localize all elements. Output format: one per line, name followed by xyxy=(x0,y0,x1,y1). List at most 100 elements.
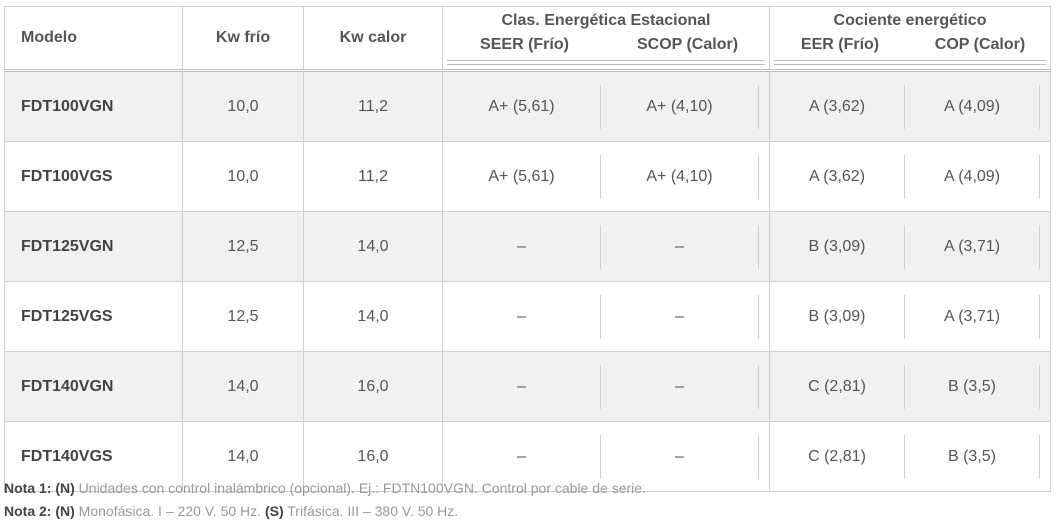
kw-calor-cell: 11,2 xyxy=(303,141,443,212)
divider xyxy=(904,294,905,339)
kw-frio-cell: 12,5 xyxy=(182,211,304,282)
divider xyxy=(1039,364,1040,409)
kw-frio-cell: 10,0 xyxy=(182,141,304,212)
cop-value: A (3,71) xyxy=(943,307,1001,325)
double-rule xyxy=(774,60,1046,65)
cop-value: A (3,71) xyxy=(943,237,1001,255)
divider xyxy=(1039,154,1040,199)
header-ratio-title: Cociente energético xyxy=(833,12,987,29)
divider xyxy=(758,434,759,479)
divider xyxy=(758,224,759,269)
cop-value: A (4,09) xyxy=(943,167,1001,185)
divider xyxy=(600,434,601,479)
note-1-label: Nota 1: xyxy=(4,480,52,496)
scop-value: – xyxy=(675,237,684,255)
seasonal-cell: A+ (5,61) A+ (4,10) xyxy=(442,70,770,142)
table-row: FDT100VGS 10,0 11,2 A+ (5,61) A+ (4,10) A… xyxy=(4,141,1051,212)
cop-value: B (3,5) xyxy=(947,447,996,465)
divider xyxy=(600,294,601,339)
ratio-cell: C (2,81) B (3,5) xyxy=(769,421,1051,492)
note-2: Nota 2: (N) Monofásica. I – 220 V. 50 Hz… xyxy=(4,500,646,523)
seer-value: A+ (5,61) xyxy=(488,167,555,185)
seer-value: – xyxy=(517,447,526,465)
model-cell: FDT100VGN xyxy=(4,70,183,142)
kw-calor-cell: 14,0 xyxy=(303,281,443,352)
header-kw-frio: Kw frío xyxy=(182,6,304,71)
note-2-text-s: Trifásica. III – 380 V. 50 Hz. xyxy=(287,503,459,519)
header-seasonal-title: Clas. Energética Estacional xyxy=(501,12,711,29)
divider xyxy=(758,154,759,199)
header-seer: SEER (Frío) xyxy=(480,36,569,53)
seasonal-cell: – – xyxy=(442,421,770,492)
ratio-cell: B (3,09) A (3,71) xyxy=(769,281,1051,352)
divider xyxy=(600,84,601,129)
table-body: FDT100VGN 10,0 11,2 A+ (5,61) A+ (4,10) A… xyxy=(4,70,1051,492)
seer-value: A+ (5,61) xyxy=(488,97,555,115)
ratio-cell: A (3,62) A (4,09) xyxy=(769,141,1051,212)
table-row: FDT125VGN 12,5 14,0 – – B (3,09) A (3,71) xyxy=(4,211,1051,282)
notes: Nota 1: (N) Unidades con control inalámb… xyxy=(4,477,646,523)
spec-table: Modelo Kw frío Kw calor Clas. Energética… xyxy=(4,6,1051,492)
ratio-cell: B (3,09) A (3,71) xyxy=(769,211,1051,282)
header-kw-calor: Kw calor xyxy=(303,6,443,71)
header-cop: COP (Calor) xyxy=(934,36,1026,53)
seasonal-cell: – – xyxy=(442,351,770,422)
table-row: FDT140VGN 14,0 16,0 – – C (2,81) B (3,5) xyxy=(4,351,1051,422)
header-modelo: Modelo xyxy=(4,6,183,71)
table-row: FDT125VGS 12,5 14,0 – – B (3,09) A (3,71) xyxy=(4,281,1051,352)
header-ratio-group: Cociente energético EER (Frío) COP (Calo… xyxy=(769,6,1051,71)
seer-value: – xyxy=(517,307,526,325)
note-1-code: (N) xyxy=(55,480,75,496)
model-cell: FDT140VGN xyxy=(4,351,183,422)
model-cell: FDT100VGS xyxy=(4,141,183,212)
model-cell: FDT125VGS xyxy=(4,281,183,352)
kw-frio-cell: 10,0 xyxy=(182,70,304,142)
table-row: FDT140VGS 14,0 16,0 – – C (2,81) B (3,5) xyxy=(4,421,1051,492)
note-2-code-n: (N) xyxy=(55,503,75,519)
header-scop: SCOP (Calor) xyxy=(636,36,739,53)
kw-calor-cell: 11,2 xyxy=(303,70,443,142)
header-seasonal-group: Clas. Energética Estacional SEER (Frío) … xyxy=(442,6,770,71)
divider xyxy=(600,154,601,199)
divider xyxy=(904,224,905,269)
divider xyxy=(904,84,905,129)
header-eer: EER (Frío) xyxy=(800,36,880,53)
divider xyxy=(1039,84,1040,129)
seasonal-cell: – – xyxy=(442,211,770,282)
divider xyxy=(1039,294,1040,339)
seasonal-cell: – – xyxy=(442,281,770,352)
eer-value: A (3,62) xyxy=(808,97,866,115)
seasonal-cell: A+ (5,61) A+ (4,10) xyxy=(442,141,770,212)
model-cell: FDT140VGS xyxy=(4,421,183,492)
eer-value: A (3,62) xyxy=(808,167,866,185)
kw-calor-cell: 16,0 xyxy=(303,351,443,422)
eer-value: C (2,81) xyxy=(808,447,866,465)
divider xyxy=(904,154,905,199)
eer-value: B (3,09) xyxy=(808,307,866,325)
cop-value: B (3,5) xyxy=(947,377,996,395)
eer-value: C (2,81) xyxy=(808,377,866,395)
scop-value: – xyxy=(675,307,684,325)
scop-value: – xyxy=(675,447,684,465)
divider xyxy=(758,364,759,409)
model-cell: FDT125VGN xyxy=(4,211,183,282)
scop-value: A+ (4,10) xyxy=(646,97,713,115)
divider xyxy=(600,224,601,269)
ratio-cell: A (3,62) A (4,09) xyxy=(769,70,1051,142)
seer-value: – xyxy=(517,237,526,255)
divider xyxy=(1039,434,1040,479)
kw-frio-cell: 12,5 xyxy=(182,281,304,352)
scop-value: – xyxy=(675,377,684,395)
kw-frio-cell: 14,0 xyxy=(182,421,304,492)
kw-calor-cell: 14,0 xyxy=(303,211,443,282)
divider xyxy=(904,364,905,409)
kw-frio-cell: 14,0 xyxy=(182,351,304,422)
double-rule xyxy=(447,60,765,65)
eer-value: B (3,09) xyxy=(808,237,866,255)
divider xyxy=(904,434,905,479)
divider xyxy=(600,364,601,409)
divider xyxy=(1039,224,1040,269)
table-row: FDT100VGN 10,0 11,2 A+ (5,61) A+ (4,10) A… xyxy=(4,70,1051,142)
seer-value: – xyxy=(517,377,526,395)
divider xyxy=(758,294,759,339)
